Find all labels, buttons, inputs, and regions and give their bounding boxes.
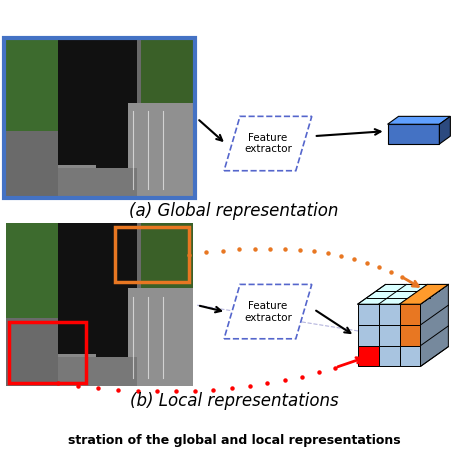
- Polygon shape: [400, 284, 448, 304]
- Polygon shape: [439, 117, 450, 144]
- Bar: [58, 357, 137, 386]
- Polygon shape: [224, 284, 312, 339]
- Polygon shape: [358, 304, 379, 325]
- Text: stration of the global and local representations: stration of the global and local represe…: [68, 434, 400, 447]
- Bar: [6, 40, 71, 131]
- Bar: [141, 223, 193, 297]
- Bar: [58, 40, 137, 173]
- Bar: [9, 322, 87, 383]
- Polygon shape: [400, 325, 420, 346]
- Bar: [6, 223, 193, 386]
- Bar: [58, 165, 95, 197]
- Polygon shape: [388, 117, 450, 124]
- Bar: [58, 354, 95, 386]
- Text: Feature
extractor: Feature extractor: [244, 133, 292, 154]
- Text: Feature
extractor: Feature extractor: [244, 302, 292, 323]
- Bar: [115, 227, 189, 283]
- Polygon shape: [224, 117, 312, 171]
- Polygon shape: [358, 325, 379, 346]
- Polygon shape: [400, 304, 420, 325]
- Polygon shape: [379, 304, 400, 325]
- Polygon shape: [379, 346, 400, 366]
- Bar: [4, 38, 195, 198]
- Bar: [6, 40, 193, 197]
- Bar: [127, 288, 193, 386]
- Bar: [58, 168, 137, 197]
- Bar: [141, 40, 193, 111]
- Polygon shape: [379, 325, 400, 346]
- Polygon shape: [400, 346, 420, 366]
- Bar: [127, 103, 193, 197]
- Polygon shape: [358, 284, 448, 304]
- Bar: [58, 223, 137, 362]
- Bar: [6, 223, 71, 318]
- Polygon shape: [388, 124, 439, 144]
- Polygon shape: [420, 284, 448, 366]
- Text: (a) Global representation: (a) Global representation: [129, 202, 339, 220]
- Text: (b) Local representations: (b) Local representations: [130, 392, 338, 410]
- Polygon shape: [358, 346, 379, 366]
